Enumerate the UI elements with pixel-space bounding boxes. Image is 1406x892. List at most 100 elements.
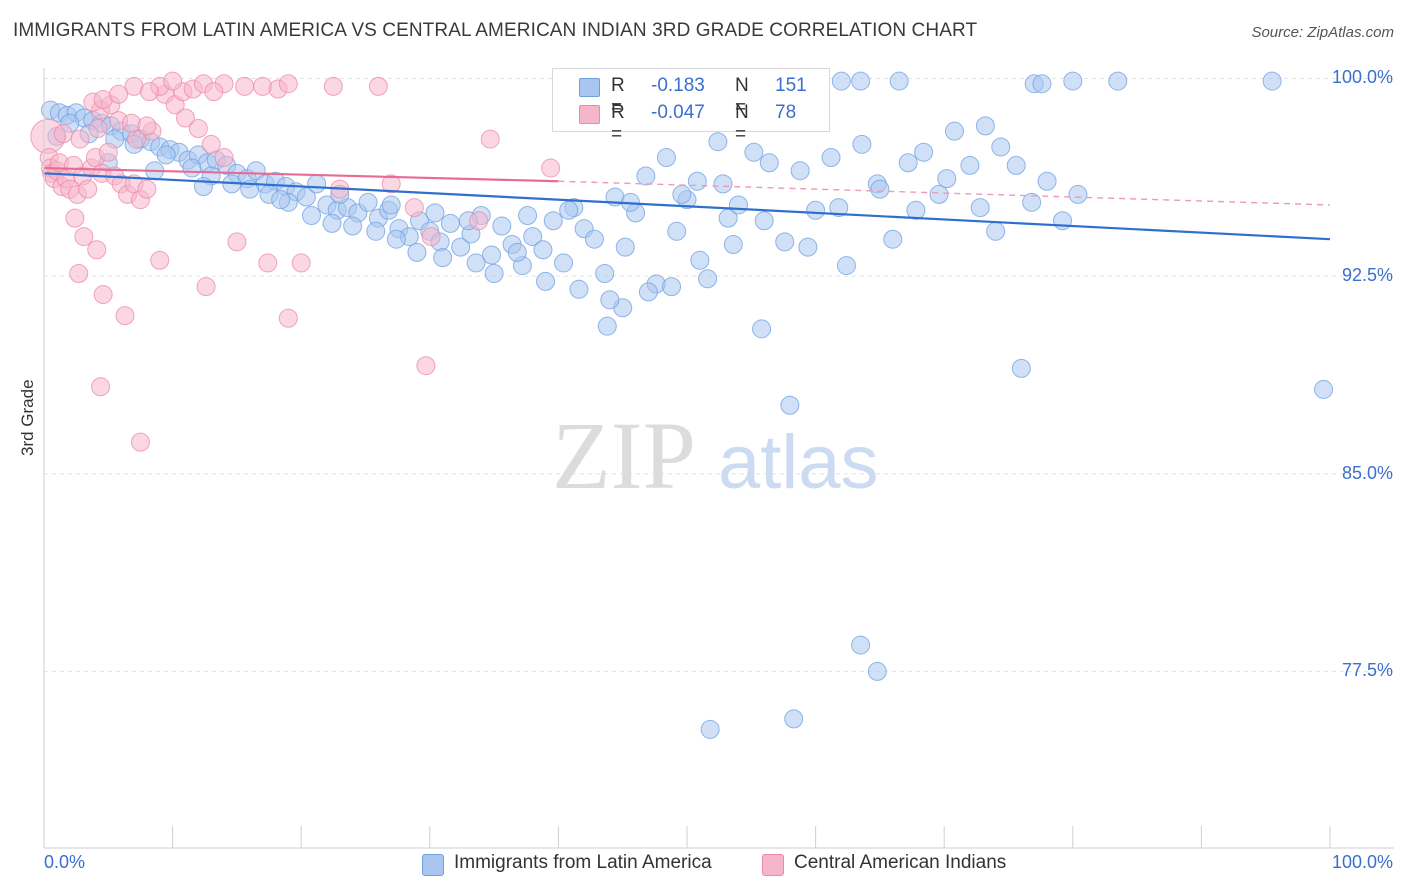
point-latin-america xyxy=(914,142,934,162)
x-tick-label-min: 0.0% xyxy=(44,852,86,872)
point-latin-america xyxy=(929,184,949,204)
point-central-american-indian xyxy=(53,124,73,144)
point-latin-america xyxy=(1068,184,1088,204)
point-latin-america xyxy=(381,195,401,215)
point-latin-america xyxy=(484,263,504,283)
stats-legend: R = -0.183 N = 151 R = -0.047 N = 78 xyxy=(552,68,830,145)
point-central-american-indian xyxy=(227,232,247,252)
point-latin-america xyxy=(831,71,851,91)
point-latin-america xyxy=(744,142,764,162)
point-central-american-indian xyxy=(115,306,135,326)
source-label: Source: ZipAtlas.com xyxy=(1251,24,1394,41)
legend-r-value: -0.183 xyxy=(651,75,705,96)
point-central-american-indian xyxy=(65,208,85,228)
point-latin-america xyxy=(182,158,202,178)
point-latin-america xyxy=(1022,192,1042,212)
point-central-american-indian xyxy=(150,250,170,270)
legend-label: Immigrants from Latin America xyxy=(454,852,712,873)
point-central-american-indian xyxy=(235,76,255,96)
point-latin-america xyxy=(662,277,682,297)
point-latin-america xyxy=(492,216,512,236)
point-latin-america xyxy=(1032,74,1052,94)
watermark-atlas: atlas xyxy=(718,420,879,505)
point-central-american-indian xyxy=(69,263,89,283)
point-latin-america xyxy=(533,240,553,260)
point-central-american-indian xyxy=(323,76,343,96)
point-latin-america xyxy=(343,216,363,236)
point-latin-america xyxy=(906,200,926,220)
point-central-american-indian xyxy=(253,76,273,96)
point-latin-america xyxy=(638,282,658,302)
point-latin-america xyxy=(425,203,445,223)
point-latin-america xyxy=(569,279,589,299)
point-latin-america xyxy=(1108,71,1128,91)
point-latin-america xyxy=(898,153,918,173)
chart-title: IMMIGRANTS FROM LATIN AMERICA VS CENTRAL… xyxy=(13,20,978,41)
point-latin-america xyxy=(780,395,800,415)
point-latin-america xyxy=(975,116,995,136)
legend-swatch-blue xyxy=(579,78,600,97)
point-central-american-indian xyxy=(137,116,157,136)
point-latin-america xyxy=(723,234,743,254)
point-central-american-indian xyxy=(87,240,107,260)
point-latin-america xyxy=(754,211,774,231)
point-latin-america xyxy=(991,137,1011,157)
point-central-american-indian xyxy=(214,148,234,168)
point-latin-america xyxy=(554,253,574,273)
legend-n-value: 151 xyxy=(775,75,807,96)
point-latin-america xyxy=(889,71,909,91)
point-central-american-indian xyxy=(91,377,111,397)
point-central-american-indian xyxy=(175,108,195,128)
point-latin-america xyxy=(970,198,990,218)
point-latin-america xyxy=(518,205,538,225)
point-latin-america xyxy=(944,121,964,141)
series-legend: Immigrants from Latin America Central Am… xyxy=(0,852,1406,878)
point-latin-america xyxy=(870,179,890,199)
point-central-american-indian xyxy=(291,253,311,273)
point-latin-america xyxy=(698,269,718,289)
point-latin-america xyxy=(1006,155,1026,175)
point-central-american-indian xyxy=(201,134,221,154)
trend-line-central-american-indian xyxy=(43,166,559,183)
point-latin-america xyxy=(690,250,710,270)
point-latin-america xyxy=(1053,211,1073,231)
y-axis-label: 3rd Grade xyxy=(18,379,37,456)
legend-n-label: N = xyxy=(735,102,749,145)
point-central-american-indian xyxy=(196,277,216,297)
point-latin-america xyxy=(600,290,620,310)
legend-label: Central American Indians xyxy=(794,852,1007,873)
legend-swatch-pink xyxy=(579,105,600,124)
point-latin-america xyxy=(851,71,871,91)
point-central-american-indian xyxy=(404,198,424,218)
point-latin-america xyxy=(867,661,887,681)
grid-lines xyxy=(44,77,1394,672)
trend-line-latin-america xyxy=(43,172,1331,241)
point-latin-america xyxy=(636,166,656,186)
point-latin-america xyxy=(386,229,406,249)
point-latin-america xyxy=(775,232,795,252)
point-latin-america xyxy=(536,271,556,291)
point-central-american-indian xyxy=(93,285,113,305)
point-latin-america xyxy=(366,221,386,241)
point-central-american-indian xyxy=(139,82,159,102)
point-latin-america xyxy=(836,256,856,276)
point-central-american-indian xyxy=(188,119,208,139)
point-latin-america xyxy=(307,174,327,194)
legend-n-label: N = xyxy=(735,75,749,118)
point-central-american-indian xyxy=(204,82,224,102)
point-central-american-indian xyxy=(368,76,388,96)
point-latin-america xyxy=(1037,171,1057,191)
point-latin-america xyxy=(246,161,266,181)
legend-r-label: R = xyxy=(611,75,625,118)
point-latin-america xyxy=(821,148,841,168)
y-tick-label: 100.0% xyxy=(1331,67,1393,88)
point-central-american-indian xyxy=(421,227,441,247)
point-central-american-indian xyxy=(416,356,436,376)
trend-lines xyxy=(43,166,1331,241)
point-latin-america xyxy=(852,134,872,154)
point-latin-america xyxy=(713,174,733,194)
point-latin-america xyxy=(829,198,849,218)
point-latin-america xyxy=(1011,358,1031,378)
point-central-american-indian xyxy=(278,74,298,94)
point-latin-america xyxy=(806,200,826,220)
